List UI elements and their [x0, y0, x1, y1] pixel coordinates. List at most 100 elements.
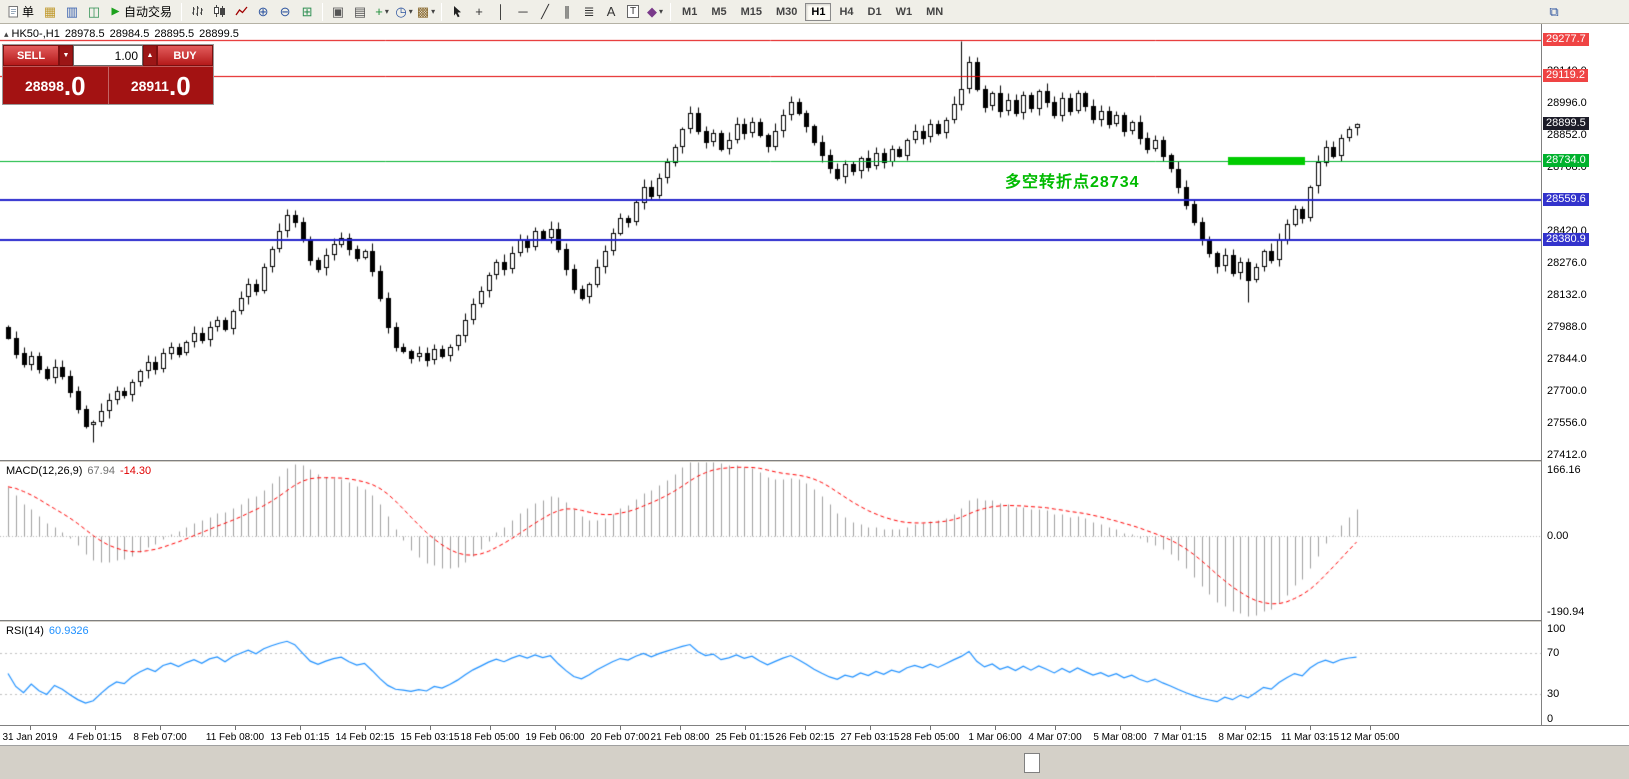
panel-divider-macd[interactable]	[0, 460, 1629, 462]
timeframe-mn[interactable]: MN	[926, 5, 944, 18]
rsi-indicator-canvas[interactable]	[0, 622, 1541, 725]
tile-windows-icon-glyph: ⊞	[301, 4, 313, 19]
time-axis-label: 14 Feb 02:15	[335, 732, 395, 743]
indicators-icon-glyph: +	[375, 4, 383, 19]
fibonacci-icon[interactable]: ≣	[579, 2, 599, 22]
one-click-prices: 28898.0 28911.0	[3, 66, 213, 104]
zoom-out-icon-glyph: ⊖	[279, 4, 291, 19]
time-axis-label: 1 Mar 06:00	[968, 732, 1022, 743]
tile-vertical-icon-glyph: ▤	[353, 4, 367, 19]
candlestick-chart-icon-glyph	[213, 5, 226, 18]
time-axis-label: 19 Feb 06:00	[525, 732, 585, 743]
sell-price[interactable]: 28898.0	[24, 70, 86, 101]
new-order-button-label: 单	[22, 5, 35, 19]
chart-marker-icon[interactable]: ▴	[4, 29, 9, 39]
text-icon[interactable]: A	[601, 2, 621, 22]
price-chart-canvas[interactable]	[0, 24, 1541, 460]
timeframe-m15[interactable]: M15	[740, 5, 762, 18]
one-click-trading-panel: SELL ▼ ▲ BUY 28898.0 28911.0	[2, 44, 214, 105]
tile-vertical-icon[interactable]: ▤	[350, 2, 370, 22]
timeframe-m1[interactable]: M1	[682, 5, 698, 18]
timeframe-h4[interactable]: H4	[839, 5, 854, 18]
time-axis-tick	[30, 726, 31, 730]
templates-icon[interactable]: ▩ ▾	[416, 2, 436, 22]
text-icon-glyph: A	[606, 4, 616, 19]
line-chart-icon-glyph	[234, 5, 248, 18]
time-axis-label: 25 Feb 01:15	[715, 732, 775, 743]
equidistant-channel-icon[interactable]: ∥	[557, 2, 577, 22]
rsi-indicator-label: RSI(14) 60.9326	[6, 625, 89, 637]
time-axis-tick	[235, 726, 236, 730]
cursor-icon[interactable]	[447, 2, 467, 22]
volume-decrease-button[interactable]: ▼	[59, 45, 73, 66]
time-axis-tick	[805, 726, 806, 730]
horizontal-line-icon[interactable]: ─	[513, 2, 533, 22]
volume-increase-button[interactable]: ▲	[143, 45, 157, 66]
horizontal-scrollbar[interactable]	[0, 745, 1629, 779]
timeframe-w1[interactable]: W1	[895, 5, 913, 18]
panel-divider-rsi[interactable]	[0, 620, 1629, 622]
tile-windows-icon[interactable]: ⊞	[297, 2, 317, 22]
timeframe-m30[interactable]: M30	[776, 5, 798, 18]
crosshair-icon[interactable]: +	[469, 2, 489, 22]
data-window-icon[interactable]: ▥	[62, 2, 82, 22]
timeframe-m5[interactable]: M5	[711, 5, 727, 18]
chart-close-value: 28899.5	[199, 28, 239, 40]
chart-open-value: 28978.5	[64, 28, 105, 40]
macd-main-value: 67.94	[87, 465, 115, 477]
timeframe-d1[interactable]: D1	[867, 5, 882, 18]
price-tag-28559.6: 28559.6	[1543, 193, 1589, 206]
sell-button[interactable]: SELL	[3, 45, 59, 66]
templates-icon-dropdown-icon[interactable]: ▾	[431, 7, 436, 16]
time-axis-label: 21 Feb 08:00	[650, 732, 710, 743]
zoom-out-icon[interactable]: ⊖	[275, 2, 295, 22]
arrows-icon-dropdown-icon[interactable]: ▾	[659, 7, 664, 16]
time-axis-label: 4 Mar 07:00	[1028, 732, 1082, 743]
time-axis-tick	[1120, 726, 1121, 730]
data-window-icon-glyph: ▥	[65, 4, 79, 19]
bar-chart-icon[interactable]	[187, 2, 207, 22]
indicators-icon-dropdown-icon[interactable]: ▾	[384, 7, 389, 16]
fullscreen-icon[interactable]: ⧉	[1544, 2, 1564, 22]
navigator-icon[interactable]: ◫	[84, 2, 104, 22]
volume-input[interactable]	[73, 45, 143, 66]
arrows-icon[interactable]: ◆ ▾	[645, 2, 665, 22]
macd-indicator-canvas[interactable]	[0, 462, 1541, 620]
periods-icon[interactable]: ◷ ▾	[394, 2, 414, 22]
chart-high-value: 28984.5	[109, 28, 150, 40]
candlestick-chart-icon[interactable]	[209, 2, 229, 22]
buy-price[interactable]: 28911.0	[130, 70, 191, 101]
arrows-icon-glyph: ◆	[647, 4, 658, 19]
toolbar-separator	[322, 2, 324, 21]
chart-symbol-period: HK50-,H1	[11, 28, 60, 40]
rsi-axis-label: 100	[1547, 623, 1566, 635]
time-axis-label: 28 Feb 05:00	[900, 732, 960, 743]
market-watch-icon[interactable]: ▦	[40, 2, 60, 22]
zoom-in-icon[interactable]: ⊕	[253, 2, 273, 22]
toolbar-right: ⧉	[1543, 2, 1565, 22]
equidistant-channel-icon-glyph: ∥	[563, 4, 571, 19]
new-order-button[interactable]: 单	[4, 2, 38, 22]
autotrade-button-label: 自动交易	[124, 5, 173, 19]
time-axis-label: 7 Mar 01:15	[1153, 732, 1207, 743]
toolbar-separator	[670, 2, 672, 21]
price-tag-28899.5: 28899.5	[1543, 117, 1589, 130]
trendline-icon[interactable]: ╱	[535, 2, 555, 22]
market-watch-icon-glyph: ▦	[43, 4, 57, 19]
cascade-windows-icon[interactable]: ▣	[328, 2, 348, 22]
buy-button[interactable]: BUY	[157, 45, 213, 66]
autotrade-button[interactable]: 自动交易	[106, 2, 176, 22]
price-tag-28734.0: 28734.0	[1543, 154, 1589, 167]
time-axis: 31 Jan 2019 4 Feb 01:15 8 Feb 07:00 11 Feb …	[0, 725, 1629, 745]
line-chart-icon[interactable]	[231, 2, 251, 22]
time-axis-label: 26 Feb 02:15	[775, 732, 835, 743]
indicators-icon[interactable]: + ▾	[372, 2, 392, 22]
vertical-line-icon-glyph: │	[496, 4, 506, 19]
price-axis-label: 27844.0	[1547, 353, 1587, 365]
scrollbar-thumb[interactable]	[1024, 753, 1040, 773]
vertical-line-icon[interactable]: │	[491, 2, 511, 22]
timeframe-h1[interactable]: H1	[805, 2, 832, 21]
price-axis-label: 28132.0	[1547, 289, 1587, 301]
text-label-icon[interactable]: T	[623, 2, 643, 22]
periods-icon-dropdown-icon[interactable]: ▾	[408, 7, 413, 16]
